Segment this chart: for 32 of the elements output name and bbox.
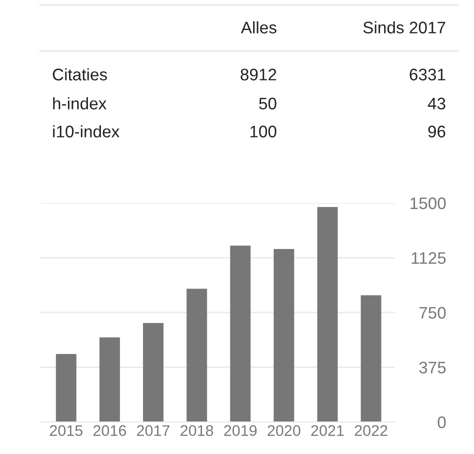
x-tick-label: 2021 (311, 425, 344, 436)
category-label: i10-index (53, 125, 120, 138)
x-tick-label: 2022 (354, 425, 388, 436)
bar (99, 337, 120, 422)
y-tick-label: 375 (419, 362, 446, 374)
y-tick-label: 0 (438, 416, 446, 428)
bar (360, 295, 382, 422)
x-tick-label: 2015 (50, 425, 82, 436)
x-tick-label: 2020 (268, 425, 300, 436)
x-tick-label: 2018 (180, 425, 214, 436)
y-tick-label: 1125 (412, 252, 446, 264)
bar (186, 288, 208, 422)
data-label: 96 (428, 126, 446, 138)
data-label: 100 (250, 126, 276, 138)
bar (230, 246, 251, 422)
category-label: h-index (53, 97, 106, 110)
x-tick-label: 2019 (224, 425, 257, 436)
x-tick-label: 2017 (137, 425, 170, 436)
text: Sinds 2017 (363, 21, 446, 34)
bar (317, 206, 338, 422)
x-tick-label: 2016 (93, 425, 126, 436)
data-label: 8912 (240, 68, 276, 80)
text: Alles (240, 21, 276, 34)
bar (56, 354, 76, 422)
y-tick-label: 1500 (410, 197, 446, 210)
y-tick-label: 750 (419, 306, 446, 319)
category-label: Citaties (52, 68, 107, 80)
data-label: 50 (259, 98, 276, 110)
data-label: 6331 (410, 68, 446, 80)
data-label: 43 (428, 98, 446, 110)
bar (143, 323, 164, 422)
bar (274, 248, 294, 422)
